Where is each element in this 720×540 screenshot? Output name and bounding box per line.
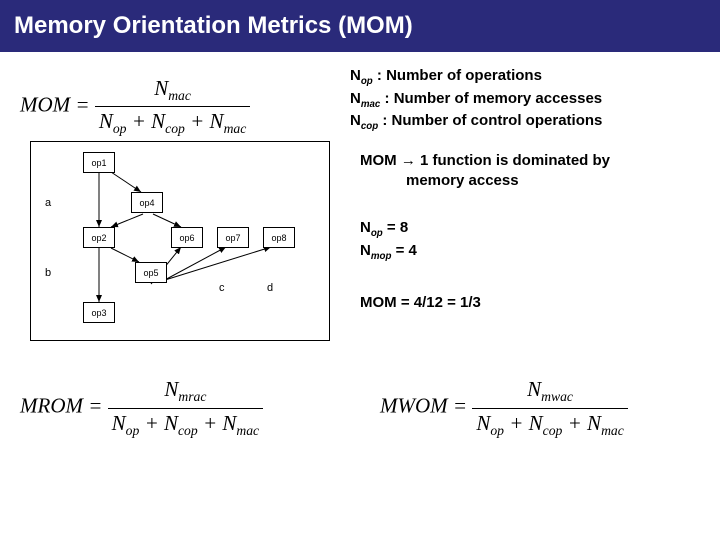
def1-txt: : Number of operations [373, 67, 542, 84]
nmop-value: Nmop = 4 [360, 241, 610, 264]
node-op7: op7 [217, 227, 249, 248]
den-n3: N [210, 109, 224, 133]
label-c: c [219, 282, 225, 294]
mom-fraction: Nmac Nop + Ncop + Nmac [95, 76, 250, 137]
node-op6: op6 [171, 227, 203, 248]
mrs3: mac [236, 423, 259, 438]
def3-sym: N [350, 112, 361, 129]
numer-N: N [154, 76, 168, 100]
nmopv-r: = 4 [391, 242, 416, 259]
mrd3: N [222, 411, 236, 435]
title-bar: Memory Orientation Metrics (MOM) [0, 0, 720, 52]
nopv-r: = 8 [383, 219, 408, 236]
mwom-ns: mwac [541, 390, 573, 405]
mrom-denominator: Nop + Ncop + Nmac [108, 409, 263, 439]
def2-txt: : Number of memory accesses [380, 90, 602, 107]
row-formula-defs: MOM = Nmac Nop + Ncop + Nmac Nop : Numbe… [20, 66, 700, 137]
nopv-n: N [360, 219, 371, 236]
mrom-n: N [164, 377, 178, 401]
den-n1: N [99, 109, 113, 133]
nmopv-s: mop [371, 251, 392, 262]
node-op2: op2 [83, 227, 115, 248]
label-a: a [45, 197, 51, 209]
mrom-ns: mrac [178, 390, 206, 405]
label-b: b [45, 267, 51, 279]
mom-dominated-text: MOM → 1 function is dominated by memory … [360, 151, 610, 190]
formula-mwom: MWOM = Nmwac Nop + Ncop + Nmac [380, 377, 628, 438]
mrom-fraction: Nmrac Nop + Ncop + Nmac [108, 377, 263, 438]
def-nmac: Nmac : Number of memory accesses [350, 89, 602, 112]
node-op3: op3 [83, 302, 115, 323]
mwom-denominator: Nop + Ncop + Nmac [472, 409, 627, 439]
formula-mom: MOM = Nmac Nop + Ncop + Nmac [20, 66, 350, 137]
mws2: cop [543, 423, 563, 438]
node-op8: op8 [263, 227, 295, 248]
def1-sub: op [361, 76, 373, 87]
node-op4: op4 [131, 192, 163, 213]
mwd3: N [587, 411, 601, 435]
def-ncop: Ncop : Number of control operations [350, 111, 602, 134]
def2-sym: N [350, 90, 361, 107]
node-op1: op1 [83, 152, 115, 173]
mwd1: N [476, 411, 490, 435]
symbol-definitions: Nop : Number of operations Nmac : Number… [350, 66, 602, 137]
numer-sub: mac [168, 88, 191, 103]
mwom-lhs: MWOM = [380, 394, 467, 418]
nop-value: Nop = 8 [360, 218, 610, 241]
results-column: MOM → 1 function is dominated by memory … [360, 141, 610, 351]
formula-mrom: MROM = Nmrac Nop + Ncop + Nmac [20, 377, 360, 438]
node-op5: op5 [135, 262, 167, 283]
mrom-numerator: Nmrac [108, 377, 263, 408]
dfg-diagram: op1 op4 op2 op6 op7 op8 op5 op3 a b c d [20, 141, 340, 351]
mrd1: N [112, 411, 126, 435]
mom-numerator: Nmac [95, 76, 250, 107]
nmopv-n: N [360, 242, 371, 259]
label-d: d [267, 282, 273, 294]
mrd2: N [164, 411, 178, 435]
values-block: Nop = 8 Nmop = 4 [360, 218, 610, 263]
mwd2: N [529, 411, 543, 435]
mom-denominator: Nop + Ncop + Nmac [95, 107, 250, 137]
mom-result: MOM = 4/12 = 1/3 [360, 294, 610, 311]
mws3: mac [601, 423, 624, 438]
mwom-n: N [527, 377, 541, 401]
def3-sub: cop [361, 121, 378, 132]
row-diagram-results: op1 op4 op2 op6 op7 op8 op5 op3 a b c d … [20, 141, 700, 351]
dom-line2: memory access [360, 171, 610, 191]
den-s2: cop [165, 121, 185, 136]
diagram-frame: op1 op4 op2 op6 op7 op8 op5 op3 a b c d [30, 141, 330, 341]
row-bottom-formulas: MROM = Nmrac Nop + Ncop + Nmac MWOM = Nm… [20, 377, 700, 438]
mrom-lhs: MROM = [20, 394, 102, 418]
def3-txt: : Number of control operations [378, 112, 602, 129]
def1-sym: N [350, 67, 361, 84]
def2-sub: mac [361, 99, 381, 110]
mrs2: cop [178, 423, 198, 438]
den-s1: op [113, 121, 127, 136]
mwom-fraction: Nmwac Nop + Ncop + Nmac [472, 377, 627, 438]
def-nop: Nop : Number of operations [350, 66, 602, 89]
dom-line1: MOM → 1 function is dominated by [360, 151, 610, 171]
mwom-numerator: Nmwac [472, 377, 627, 408]
slide-content: MOM = Nmac Nop + Ncop + Nmac Nop : Numbe… [0, 52, 720, 540]
mom-lhs: MOM = [20, 93, 90, 117]
den-n2: N [151, 109, 165, 133]
den-s3: mac [224, 121, 247, 136]
mrs1: op [126, 423, 140, 438]
mws1: op [490, 423, 504, 438]
nopv-s: op [371, 228, 383, 239]
slide-title: Memory Orientation Metrics (MOM) [14, 12, 413, 40]
